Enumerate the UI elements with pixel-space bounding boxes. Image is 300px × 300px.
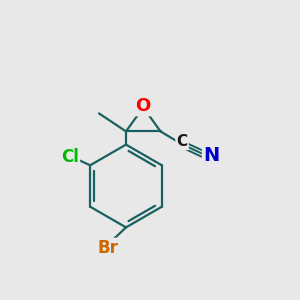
Text: O: O: [136, 97, 151, 115]
Text: N: N: [203, 146, 220, 165]
Text: C: C: [176, 134, 188, 149]
Text: Br: Br: [98, 239, 118, 257]
Text: Cl: Cl: [61, 148, 79, 166]
